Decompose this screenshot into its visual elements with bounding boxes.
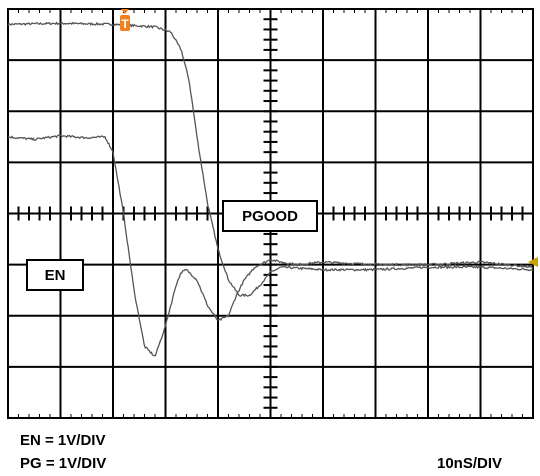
pgood-trace-label: PGOOD [222, 200, 318, 232]
trace-pgood [7, 21, 534, 298]
svg-text:T: T [121, 17, 129, 31]
pg-scale-label: PG = 1V/DIV [20, 455, 107, 472]
en-trace-label: EN [26, 259, 84, 291]
en-scale-label: EN = 1V/DIV [20, 432, 106, 449]
trigger-marker-icon: T [120, 9, 130, 31]
waveform-traces [7, 21, 534, 357]
trace-en [7, 134, 534, 357]
timebase-label: 10nS/DIV [437, 455, 503, 472]
trigger-level-marker-icon [528, 257, 538, 267]
